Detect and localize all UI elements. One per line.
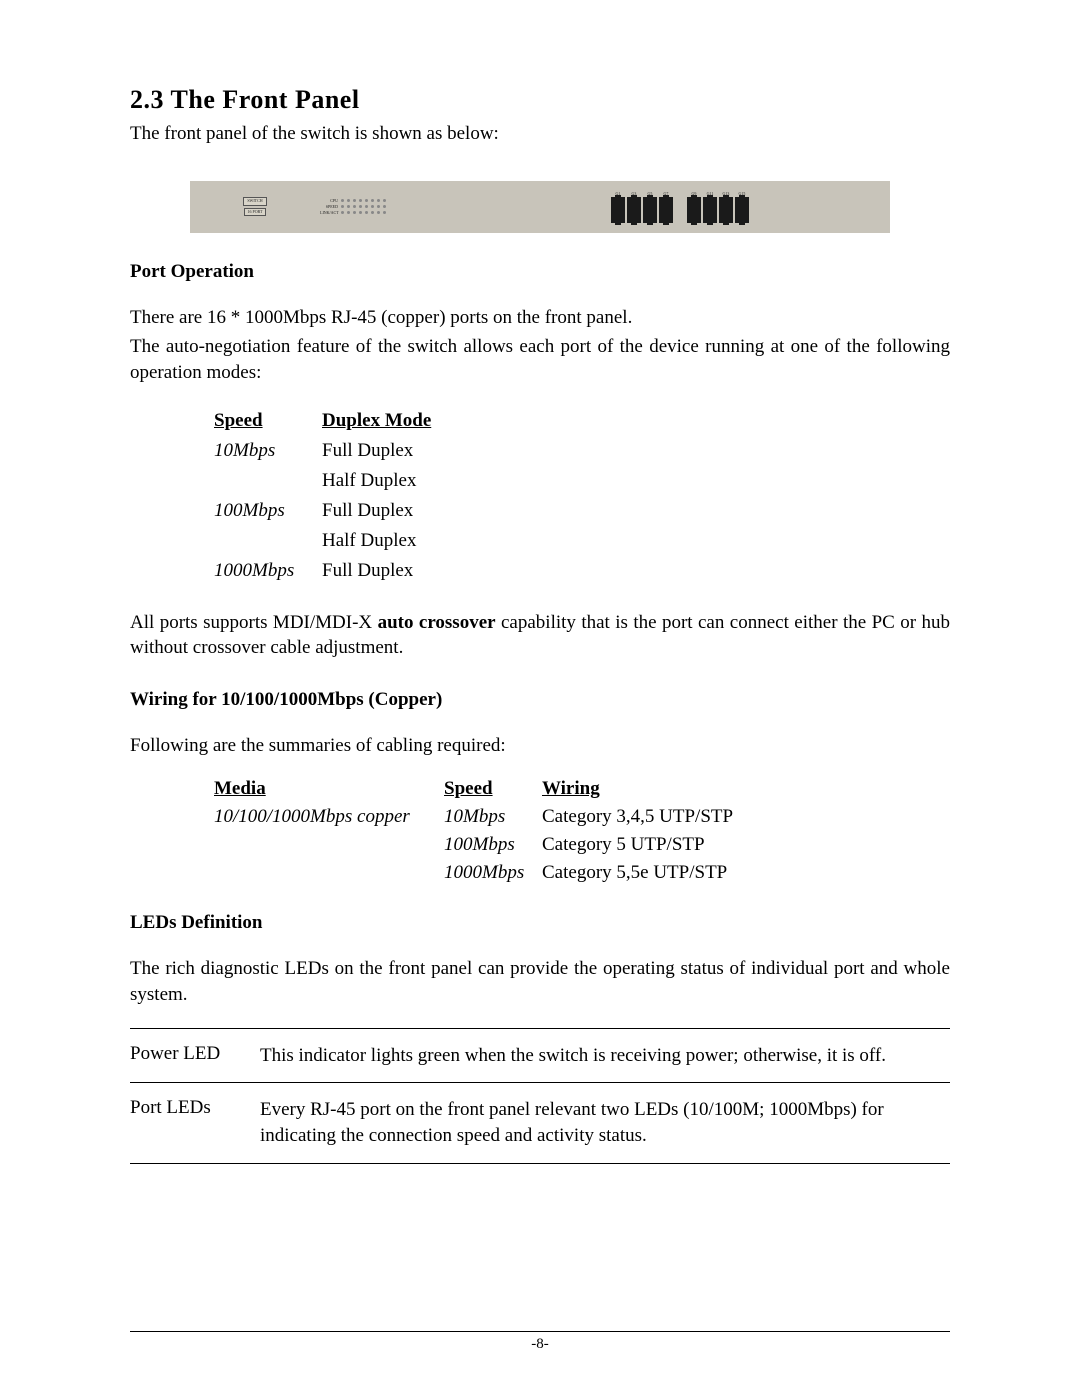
rj45-port-icon [659,197,673,210]
led-row-label: CPU [320,198,338,203]
wiring-intro: Following are the summaries of cabling r… [130,733,950,759]
led-row-label: SPEED [320,204,338,209]
led-definition-table: Power LED This indicator lights green wh… [130,1028,950,1164]
rj45-port-icon [627,210,641,223]
rj45-port-icon [719,197,733,210]
col-header-duplex: Duplex Mode [322,410,522,432]
cell: Full Duplex [322,560,522,582]
cell: Half Duplex [322,470,522,492]
col-header-wiring: Wiring [542,778,802,800]
rj45-port-icon [643,197,657,210]
leds-intro: The rich diagnostic LEDs on the front pa… [130,956,950,1007]
port-group: G9 G11 G13 G15 [687,191,749,223]
table-row: Power LED This indicator lights green wh… [130,1029,950,1083]
panel-ports-area: G1 G3 G5 G7 G9 G11 G13 G15 [470,191,890,223]
cell: 10/100/1000Mbps copper [214,806,444,828]
rj45-port-icon [735,210,749,223]
cell: 1000Mbps [444,862,542,884]
rj45-port-icon [719,210,733,223]
led-row-label: LINK/ACT [320,210,338,215]
crossover-bold: auto crossover [378,612,496,633]
page-number: -8- [531,1336,549,1352]
page-footer: -8- [130,1331,950,1353]
rj45-port-icon [611,210,625,223]
cell: Category 5,5e UTP/STP [542,862,802,884]
section-intro: The front panel of the switch is shown a… [130,121,950,147]
panel-model-sub: 16 PORT [244,208,267,216]
col-header-media: Media [214,778,444,800]
rj45-port-icon [659,210,673,223]
led-name: Port LEDs [130,1097,260,1148]
cell: Category 5 UTP/STP [542,834,802,856]
rj45-port-icon [611,197,625,210]
table-row: Port LEDs Every RJ-45 port on the front … [130,1082,950,1162]
cell [214,862,444,884]
port-group: G1 G3 G5 G7 [611,191,673,223]
rj45-port-icon [687,197,701,210]
led-desc: This indicator lights green when the swi… [260,1043,950,1069]
rj45-port-icon [735,197,749,210]
cell: Half Duplex [322,530,522,552]
crossover-pre: All ports supports MDI/MDI-X [130,612,378,633]
col-header-speed: Speed [444,778,542,800]
col-header-speed: Speed [214,410,322,432]
port-op-line2: The auto-negotiation feature of the swit… [130,334,950,385]
cell [214,530,322,552]
speed-duplex-table: Speed Duplex Mode 10MbpsFull Duplex Half… [214,410,950,582]
cell [214,470,322,492]
rj45-port-icon [703,197,717,210]
cell: Full Duplex [322,440,522,462]
crossover-paragraph: All ports supports MDI/MDI-X auto crosso… [130,610,950,661]
section-heading: 2.3 The Front Panel [130,85,950,115]
leds-heading: LEDs Definition [130,912,950,934]
wiring-heading: Wiring for 10/100/1000Mbps (Copper) [130,689,950,711]
panel-led-area: CPU SPEED LINK/ACT [320,198,470,215]
port-operation-heading: Port Operation [130,261,950,283]
rj45-port-icon [643,210,657,223]
document-page: 2.3 The Front Panel The front panel of t… [0,0,1080,1397]
rj45-port-icon [703,210,717,223]
cell: 10Mbps [444,806,542,828]
led-desc: Every RJ-45 port on the front panel rele… [260,1097,950,1148]
cell [214,834,444,856]
cell: 100Mbps [444,834,542,856]
cell: 100Mbps [214,500,322,522]
cell: 10Mbps [214,440,322,462]
rj45-port-icon [627,197,641,210]
wiring-table: Media Speed Wiring 10/100/1000Mbps coppe… [214,778,950,884]
section-number: 2.3 [130,85,164,114]
panel-label-area: SWITCH 16 PORT [190,197,320,216]
rj45-port-icon [687,210,701,223]
cell: 1000Mbps [214,560,322,582]
front-panel-figure: SWITCH 16 PORT CPU SPEED LINK/ACT G1 G3 … [190,181,890,233]
led-name: Power LED [130,1043,260,1069]
port-op-line1: There are 16 * 1000Mbps RJ-45 (copper) p… [130,305,950,331]
cell: Full Duplex [322,500,522,522]
cell: Category 3,4,5 UTP/STP [542,806,802,828]
panel-model-label: SWITCH [243,197,266,205]
section-title-text: The Front Panel [171,85,360,114]
